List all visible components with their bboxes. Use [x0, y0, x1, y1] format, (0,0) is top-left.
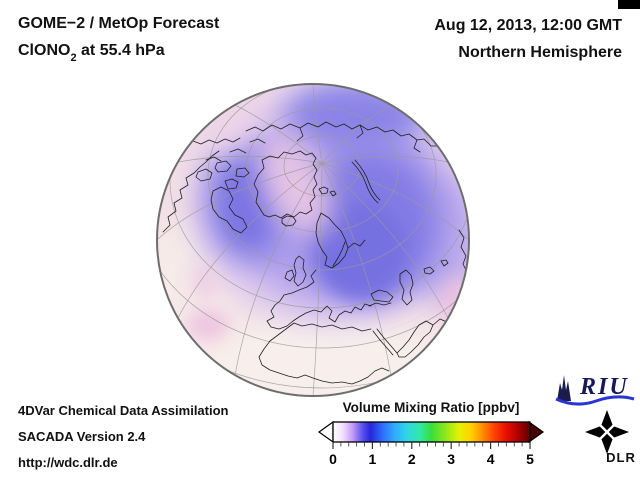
plot-title-block: GOME−2 / MetOp Forecast ClONO2 at 55.4 h… — [18, 10, 219, 70]
product-title: GOME−2 / MetOp Forecast — [18, 15, 220, 32]
riu-cathedral-icon — [557, 375, 571, 401]
colorbar-scale: 0 1 2 3 4 5 — [317, 420, 545, 467]
assimilation-label: 4DVar Chemical Data Assimilation — [18, 403, 229, 418]
globe-limb — [156, 83, 470, 397]
colorbar-gradient-bar — [332, 421, 531, 443]
url-label: http://wdc.dlr.de — [18, 455, 118, 470]
credits-block: 4DVar Chemical Data Assimilation SACADA … — [18, 398, 229, 476]
riu-wave-icon — [555, 395, 635, 406]
colorbar-right-arrow — [528, 420, 545, 444]
species-subscript: 2 — [70, 52, 77, 65]
dlr-star-cut-2 — [591, 416, 623, 448]
riu-logo: RIU — [555, 374, 635, 406]
datetime-label: Aug 12, 2013, 12:00 GMT — [434, 17, 622, 34]
colorbar-tick-labels: 0 1 2 3 4 5 — [329, 451, 534, 467]
species-level-title: ClONO2 at 55.4 hPa — [18, 37, 219, 70]
pressure-level: at 55.4 hPa — [76, 42, 165, 59]
colorbar-tick-label: 0 — [329, 451, 337, 467]
hemisphere-label: Northern Hemisphere — [458, 44, 622, 61]
dlr-logo-text: DLR — [606, 450, 636, 465]
version-label: SACADA Version 2.4 — [18, 429, 146, 444]
colorbar-tick-label: 5 — [526, 451, 534, 467]
species-name: ClONO — [18, 42, 71, 59]
colorbar-title: Volume Mixing Ratio [ppbv] — [342, 400, 520, 415]
colorbar-tick-label: 3 — [447, 451, 455, 467]
dlr-logo: DLR — [585, 410, 636, 465]
colorbar-tick-label: 4 — [487, 451, 495, 467]
colorbar: Volume Mixing Ratio [ppbv] 0 1 2 3 4 5 — [315, 399, 547, 470]
colorbar-tick-label: 2 — [408, 451, 416, 467]
colorbar-tick-label: 1 — [369, 451, 377, 467]
colorbar-ticks — [332, 442, 531, 449]
corner-mark — [618, 0, 640, 9]
globe-disc — [157, 84, 469, 396]
colorbar-left-arrow — [317, 420, 334, 444]
vmr-data-layer — [157, 84, 469, 396]
plot-meta-block: Aug 12, 2013, 12:00 GMT Northern Hemisph… — [434, 12, 622, 66]
